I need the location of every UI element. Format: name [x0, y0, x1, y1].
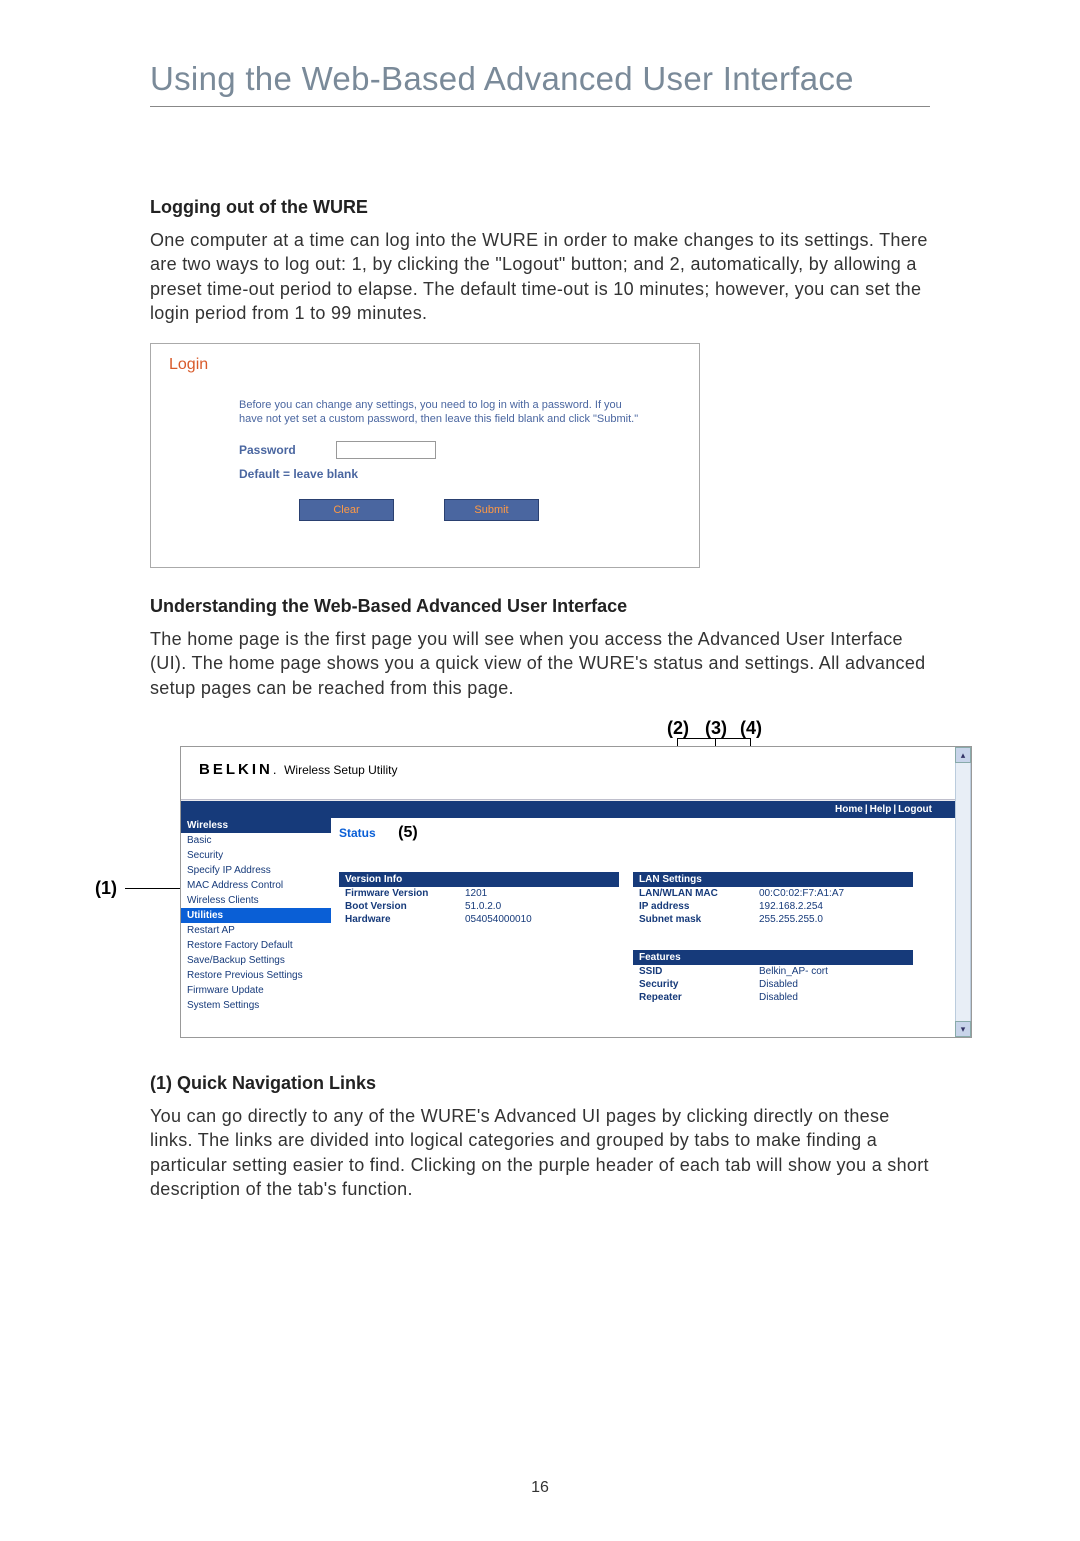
sidebar-wireless-head[interactable]: Wireless: [181, 818, 331, 833]
login-screenshot: Login Before you can change any settings…: [150, 343, 700, 568]
password-default-hint: Default = leave blank: [239, 467, 681, 481]
sidebar-item[interactable]: Save/Backup Settings: [181, 953, 331, 968]
callout-4: (4): [740, 718, 762, 739]
sidebar-item[interactable]: MAC Address Control: [181, 878, 331, 893]
status-label: Status: [339, 826, 376, 840]
lan-head: LAN Settings: [633, 872, 913, 887]
section1-heading: Logging out of the WURE: [150, 197, 930, 218]
version-info-box: Version Info Firmware Version1201 Boot V…: [339, 872, 619, 1004]
sidebar-item[interactable]: Wireless Clients: [181, 893, 331, 908]
callout-3: (3): [705, 718, 727, 739]
sidebar-item[interactable]: Restart AP: [181, 923, 331, 938]
section1-text: One computer at a time can log into the …: [150, 228, 930, 325]
callout-5: (5): [398, 824, 418, 841]
belkin-header: BELKIN. Wireless Setup Utility: [181, 747, 971, 793]
password-label: Password: [239, 443, 296, 457]
section2-text: The home page is the first page you will…: [150, 627, 930, 700]
section3-heading: (1) Quick Navigation Links: [150, 1073, 930, 1094]
version-info-head: Version Info: [339, 872, 619, 887]
scroll-up-icon[interactable]: ▴: [955, 747, 971, 763]
sidebar-item[interactable]: Restore Factory Default: [181, 938, 331, 953]
sidebar-item[interactable]: Firmware Update: [181, 983, 331, 998]
nav-logout[interactable]: Logout: [898, 804, 932, 815]
callout-1: (1): [95, 878, 117, 899]
sidebar-utilities-head[interactable]: Utilities: [181, 908, 331, 923]
submit-button[interactable]: Submit: [444, 499, 539, 521]
section3-text: You can go directly to any of the WURE's…: [150, 1104, 930, 1201]
belkin-main: Status (5) Version Info Firmware Version…: [331, 818, 955, 1013]
nav-help[interactable]: Help: [870, 804, 892, 815]
features-head: Features: [633, 950, 913, 965]
section2-heading: Understanding the Web-Based Advanced Use…: [150, 596, 930, 617]
nav-home[interactable]: Home: [835, 804, 863, 815]
sidebar-item[interactable]: Specify IP Address: [181, 863, 331, 878]
login-instruction: Before you can change any settings, you …: [239, 398, 639, 427]
scroll-down-icon[interactable]: ▾: [955, 1021, 971, 1037]
sidebar-item[interactable]: Basic: [181, 833, 331, 848]
belkin-screenshot-area: (2) (3) (4) (1) (6) (7) ▴ ▾ BELKIN. Wire…: [150, 718, 930, 1048]
password-input[interactable]: [336, 441, 436, 459]
page-title: Using the Web-Based Advanced User Interf…: [150, 60, 930, 107]
login-title: Login: [169, 356, 681, 374]
features-box: Features SSIDBelkin_AP- cort SecurityDis…: [633, 950, 913, 1004]
belkin-topnav: Home|Help|Logout: [181, 801, 955, 818]
lan-settings-box: LAN Settings LAN/WLAN MAC00:C0:02:F7:A1:…: [633, 872, 913, 1004]
scrollbar[interactable]: [955, 763, 971, 1021]
page-number: 16: [0, 1479, 1080, 1497]
belkin-subtitle: Wireless Setup Utility: [284, 763, 397, 777]
callout-2: (2): [667, 718, 689, 739]
sidebar-item[interactable]: System Settings: [181, 998, 331, 1013]
belkin-brand: BELKIN: [199, 761, 273, 778]
belkin-screenshot: ▴ ▾ BELKIN. Wireless Setup Utility Home|…: [180, 746, 972, 1038]
belkin-sidebar: Wireless Basic Security Specify IP Addre…: [181, 818, 331, 1013]
sidebar-item[interactable]: Security: [181, 848, 331, 863]
clear-button[interactable]: Clear: [299, 499, 394, 521]
sidebar-item[interactable]: Restore Previous Settings: [181, 968, 331, 983]
